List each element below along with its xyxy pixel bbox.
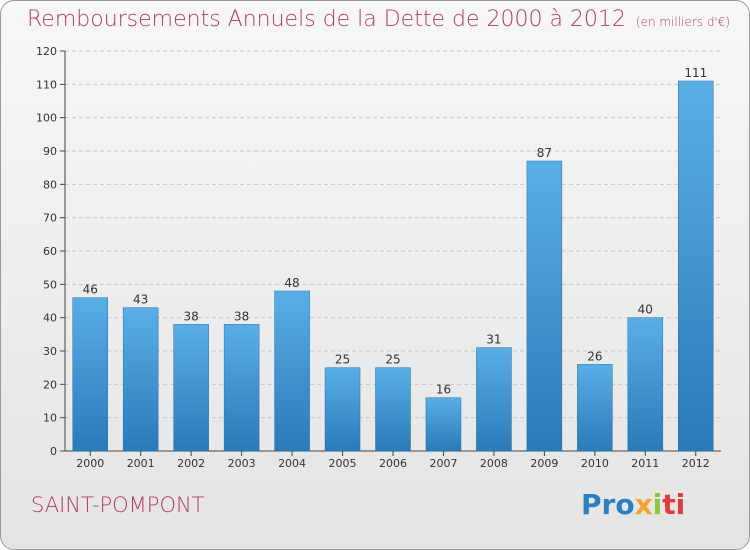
y-tick-label: 120 <box>36 45 57 58</box>
x-tick-label: 2000 <box>76 457 104 470</box>
bar <box>476 347 512 452</box>
data-label: 38 <box>234 309 249 323</box>
town-name: SAINT-POMPONT <box>31 493 205 517</box>
x-tick-label: 2003 <box>228 457 256 470</box>
title-unit: (en milliers d'€) <box>635 15 731 29</box>
x-tick-label: 2007 <box>429 457 457 470</box>
y-tick-label: 50 <box>43 278 57 291</box>
title-text: Remboursements Annuels de la Dette de 20… <box>27 7 626 32</box>
y-tick-label: 110 <box>36 78 57 91</box>
x-tick-label: 2001 <box>127 457 155 470</box>
bar <box>223 324 260 452</box>
data-label: 46 <box>83 283 98 297</box>
y-tick-label: 100 <box>36 112 57 125</box>
x-tick-label: 2005 <box>329 457 357 470</box>
data-label: 40 <box>638 303 653 317</box>
data-label: 38 <box>184 309 199 323</box>
y-tick-label: 20 <box>43 378 57 391</box>
x-tick-label: 2002 <box>177 457 205 470</box>
axes: 0 10 20 30 40 50 60 70 80 90 100 110 120 <box>36 45 721 458</box>
x-tick-label: 2011 <box>631 457 659 470</box>
y-tick-label: 60 <box>43 245 57 258</box>
chart-title: Remboursements Annuels de la Dette de 20… <box>27 7 730 32</box>
y-tick-label: 80 <box>43 178 57 191</box>
data-label: 87 <box>537 146 552 160</box>
data-label: 111 <box>684 66 707 80</box>
data-label: 25 <box>335 353 350 367</box>
bar <box>173 324 209 452</box>
y-tick-label: 90 <box>43 145 57 158</box>
x-tick-label: 2009 <box>530 457 558 470</box>
data-label: 16 <box>436 383 451 397</box>
x-tick-label: 2006 <box>379 457 407 470</box>
data-label: 26 <box>587 349 602 363</box>
data-label: 25 <box>385 353 400 367</box>
y-tick-label: 10 <box>43 412 57 425</box>
x-tick-label: 2012 <box>682 457 710 470</box>
bar <box>72 297 108 452</box>
bar <box>375 367 411 452</box>
y-tick-label: 70 <box>43 212 57 225</box>
data-label: 31 <box>486 333 501 347</box>
y-tick-label: 40 <box>43 312 57 325</box>
y-tick-label: 30 <box>43 345 57 358</box>
bar <box>627 317 664 452</box>
x-tick-label: 2004 <box>278 457 306 470</box>
bar <box>274 290 310 452</box>
bar <box>324 367 361 452</box>
bar <box>526 160 563 452</box>
data-label: 48 <box>284 276 299 290</box>
bars <box>72 80 714 452</box>
x-tick-label: 2008 <box>480 457 508 470</box>
bar <box>425 397 462 452</box>
data-label: 43 <box>133 293 148 307</box>
bar <box>678 80 714 452</box>
bar <box>577 364 613 452</box>
bar <box>122 307 159 452</box>
proxiti-logo: Proxiti <box>581 488 686 521</box>
y-tick-label: 0 <box>50 445 57 458</box>
x-tick-label: 2010 <box>581 457 609 470</box>
labels: 2000 46 2001 43 2002 38 2003 38 2004 48 2005 25 2006… <box>76 66 710 470</box>
